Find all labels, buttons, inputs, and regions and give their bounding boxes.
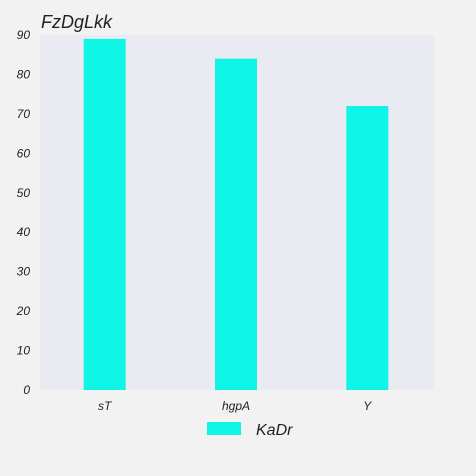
y-tick-label-60: 60 xyxy=(17,146,31,160)
y-tick-label-80: 80 xyxy=(17,67,31,81)
x-axis-tick-labels: sT hgpA Y xyxy=(98,399,372,413)
y-tick-label-50: 50 xyxy=(17,186,31,200)
y-tick-label-70: 70 xyxy=(17,107,31,121)
y-axis-tick-labels: 0 10 20 30 40 50 60 70 80 90 xyxy=(16,28,31,397)
bar-sT xyxy=(83,38,126,391)
bar-Y xyxy=(346,106,389,390)
bars-layer xyxy=(83,38,389,391)
legend: KaDr xyxy=(207,422,293,439)
x-tick-label-Y: Y xyxy=(363,399,372,413)
x-tick-label-hgpA: hgpA xyxy=(222,399,250,413)
bar-hgpA xyxy=(215,58,257,390)
y-tick-label-30: 30 xyxy=(17,265,31,279)
legend-label-KaDr: KaDr xyxy=(256,422,293,439)
legend-swatch-KaDr xyxy=(207,422,241,435)
y-tick-label-20: 20 xyxy=(16,304,31,318)
chart-title: FzDgLkk xyxy=(41,12,113,32)
y-tick-label-0: 0 xyxy=(23,383,30,397)
x-tick-label-sT: sT xyxy=(98,399,113,413)
y-tick-label-40: 40 xyxy=(17,225,31,239)
y-tick-label-90: 90 xyxy=(17,28,31,42)
y-tick-label-10: 10 xyxy=(17,344,31,358)
